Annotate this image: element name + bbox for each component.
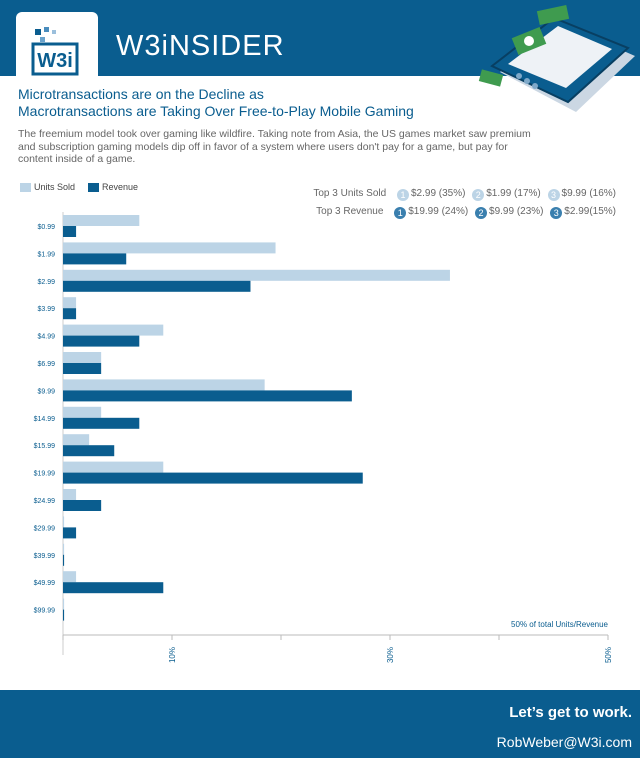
footer-banner: Let’s get to work. RobWeber@W3i.com	[0, 690, 640, 758]
legend-units-label: Units Sold	[34, 182, 76, 192]
price-point-bar-chart: $0.99 $1.99 $2.99 $3.99 $4.99 $6.99 $9.99 $14.9…	[34, 212, 613, 663]
units-sold-bar	[63, 598, 65, 610]
top3-revenue-label: Top 3 Revenue	[316, 206, 384, 217]
category-label: $39.99	[34, 553, 56, 560]
category-label: $2.99	[37, 279, 55, 286]
top3-units-item: $1.99 (17%)	[486, 188, 541, 199]
tagline: Let’s get to work.	[509, 704, 632, 721]
revenue-bar	[63, 253, 127, 265]
category-label: $4.99	[37, 334, 55, 341]
legend-units: Units Sold	[20, 182, 76, 193]
category-label: $19.99	[34, 471, 56, 478]
category-label: $15.99	[34, 443, 56, 450]
intro-paragraph: The freemium model took over gaming like…	[18, 128, 531, 165]
units-sold-bar	[63, 571, 77, 583]
top3-revenue-item: $2.99(15%)	[564, 206, 616, 217]
top3-units-sold: Top 3 Units Sold 1 $2.99 (35%) 2 $1.99 (17…	[313, 188, 616, 201]
category-label: $1.99	[37, 251, 55, 258]
headline: Microtransactions are on the Decline as …	[18, 86, 438, 120]
top3-units-item: $9.99 (16%)	[561, 188, 616, 199]
revenue-bar	[63, 500, 102, 511]
revenue-bar	[63, 308, 77, 320]
revenue-bar	[63, 280, 251, 292]
x-tick-label: 50%	[604, 647, 613, 663]
category-label: $99.99	[34, 608, 56, 615]
units-sold-bar	[63, 406, 102, 418]
rank-badge: 1	[394, 207, 407, 219]
axis-annotation: 50% of total Units/Revenue	[511, 620, 608, 629]
contact-email[interactable]: RobWeber@W3i.com	[496, 734, 632, 750]
category-label: $3.99	[37, 306, 55, 313]
category-label: $6.99	[37, 361, 55, 368]
rank-badge: 2	[475, 207, 488, 219]
revenue-bar	[63, 609, 65, 621]
units-sold-bar	[63, 242, 276, 254]
legend-revenue-label: Revenue	[102, 182, 139, 192]
logo-text: W3i	[37, 50, 73, 72]
category-label: $29.99	[34, 525, 56, 532]
category-label: $49.99	[34, 580, 56, 587]
top3-revenue: Top 3 Revenue 1 $19.99 (24%) 2 $9.99 (23%)…	[316, 206, 616, 219]
legend-revenue: Revenue	[88, 182, 139, 193]
rank-badge: 3	[550, 207, 563, 219]
revenue-bar	[63, 472, 363, 484]
w3i-logo: W3i	[16, 12, 98, 82]
revenue-bar	[63, 554, 65, 566]
units-sold-bar	[63, 324, 164, 336]
units-sold-bar	[63, 516, 65, 528]
rank-badge: 2	[472, 189, 485, 201]
units-sold-bar	[63, 461, 164, 473]
top3-revenue-item: $9.99 (23%)	[489, 206, 544, 217]
top3-revenue-item: $19.99 (24%)	[408, 206, 469, 217]
legend-units-swatch	[20, 183, 31, 193]
units-sold-bar	[63, 352, 102, 363]
revenue-bar	[63, 390, 352, 402]
units-sold-bar	[63, 269, 450, 281]
x-tick-label: 10%	[168, 647, 177, 663]
top3-units-item: $2.99 (35%)	[410, 188, 466, 199]
revenue-bar	[63, 527, 77, 539]
category-label: $9.99	[37, 388, 55, 395]
revenue-bar	[63, 363, 102, 374]
revenue-bar	[63, 417, 140, 429]
units-sold-bar	[63, 297, 77, 309]
rank-badge: 1	[396, 189, 409, 201]
category-label: $24.99	[34, 498, 56, 505]
x-tick-label: 30%	[386, 647, 395, 663]
legend-revenue-swatch	[88, 183, 99, 193]
revenue-bar	[63, 445, 115, 457]
revenue-bar	[63, 226, 77, 237]
top3-units-label: Top 3 Units Sold	[313, 188, 387, 199]
revenue-bar	[63, 582, 164, 594]
smartphone-illustration	[470, 4, 640, 124]
brand-name: W3iNSIDER	[116, 30, 285, 62]
headline-line-1: Microtransactions are on the Decline as	[18, 86, 264, 102]
units-sold-bar	[63, 379, 265, 391]
category-label: $0.99	[37, 224, 55, 231]
units-sold-bar	[63, 434, 90, 446]
units-sold-bar	[63, 215, 140, 226]
rank-badge: 3	[547, 189, 560, 201]
units-sold-bar	[63, 489, 77, 500]
headline-line-2: Macrotransactions are Taking Over Free-t…	[18, 103, 414, 119]
revenue-bar	[63, 335, 140, 347]
category-label: $14.99	[34, 416, 56, 423]
units-sold-bar	[63, 543, 65, 555]
